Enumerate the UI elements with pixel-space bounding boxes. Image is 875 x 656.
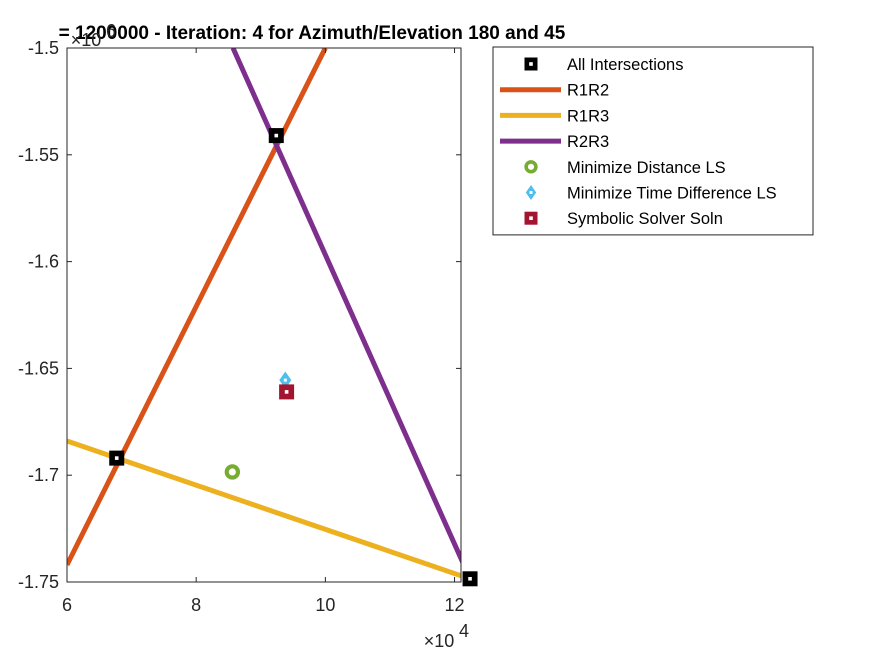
y-tick-label: -1.6 — [28, 252, 59, 272]
y-exponent-power: 6 — [106, 21, 116, 41]
x-exponent-power: 4 — [459, 621, 469, 641]
legend-label: R1R3 — [567, 107, 609, 125]
chart-title: = 1200000 - Iteration: 4 for Azimuth/Ele… — [59, 23, 566, 44]
legend-label: R1R2 — [567, 82, 609, 100]
legend-entry-r1r2: R1R2 — [500, 82, 609, 100]
y-tick-label: -1.65 — [18, 358, 59, 378]
legend-entry-r1r3: R1R3 — [500, 107, 609, 125]
y-exponent: ×10 6 — [71, 21, 116, 50]
series-all-intersections-point-2 — [462, 571, 478, 587]
y-tick-label: -1.7 — [28, 465, 59, 485]
legend-swatch — [524, 57, 538, 71]
legend-swatch — [524, 160, 538, 174]
x-exponent: ×10 4 — [424, 621, 469, 651]
series-markers — [109, 128, 478, 587]
legend-entry-minimize-time-difference-ls: Minimize Time Difference LS — [525, 185, 777, 203]
y-tick-label: -1.55 — [18, 145, 59, 165]
legend-entry-minimize-distance-ls: Minimize Distance LS — [524, 159, 726, 177]
legend-entry-symbolic-solver-soln: Symbolic Solver Soln — [524, 210, 723, 228]
legend-entry-all-intersections: All Intersections — [524, 56, 683, 74]
x-tick-label: 8 — [191, 595, 201, 615]
x-tick-label: 12 — [445, 595, 465, 615]
legend-swatch — [525, 185, 537, 200]
series-minimize-distance-ls-point-0 — [224, 464, 241, 480]
series-symbolic-solver-soln-point-0 — [279, 384, 295, 400]
y-tick-label: -1.75 — [18, 572, 59, 592]
series-r1r3-line — [67, 438, 461, 579]
legend-label: Symbolic Solver Soln — [567, 210, 723, 228]
legend: All Intersections R1R2 R1R3 R2R3 Minimize Di… — [492, 46, 814, 236]
series-all-intersections-point-0 — [268, 128, 284, 144]
axes-box — [66, 47, 462, 583]
legend-label: Minimize Distance LS — [567, 159, 726, 177]
x-tick-label: 10 — [315, 595, 335, 615]
y-tick-label: -1.5 — [28, 38, 59, 58]
legend-label: R2R3 — [567, 133, 609, 151]
legend-label: All Intersections — [567, 56, 683, 74]
legend-entry-r2r3: R2R3 — [500, 133, 609, 151]
legend-swatch — [524, 211, 538, 225]
x-exponent-base: ×10 — [424, 631, 455, 651]
x-tick-label: 6 — [62, 595, 72, 615]
axis-ticks: 6 8 10 12 -1.5 -1.55 -1.6 -1.65 -1.7 -1.75 — [18, 38, 465, 615]
plot-area — [67, 48, 478, 587]
y-exponent-base: ×10 — [71, 30, 102, 50]
series-all-intersections-point-1 — [109, 450, 125, 466]
legend-label: Minimize Time Difference LS — [567, 185, 777, 203]
